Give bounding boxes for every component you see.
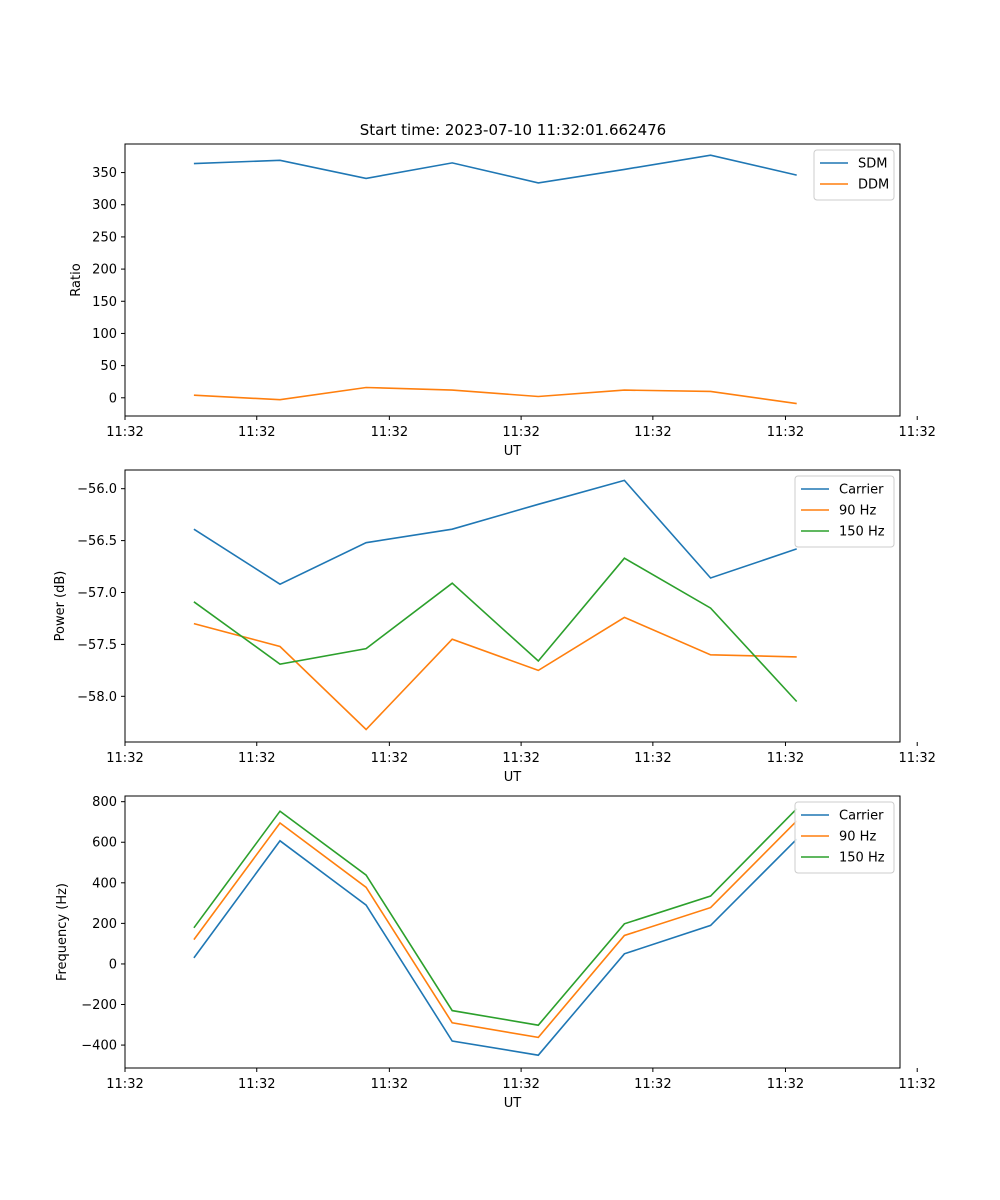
legend-box [794,801,895,874]
y-tick-label: 400 [92,876,117,891]
x-tick-label: 11:32 [634,751,671,766]
x-tick-label: 11:32 [502,751,539,766]
x-tick-label: 11:32 [767,751,804,766]
legend-label: DDM [858,178,889,193]
x-axis-label: UT [504,444,522,459]
series-line-carrier [193,479,797,586]
x-tick-label: 11:32 [106,1077,143,1092]
y-tick-label: 200 [92,263,117,278]
series-line-90-hz [193,616,797,731]
series-line-150-hz [193,557,798,703]
y-axis-label: Frequency (Hz) [55,883,70,981]
figure-title: Start time: 2023-07-10 11:32:01.662476 [360,121,666,139]
panel-ratio: 11:32 11:32 11:32 11:32 11:32 11:32 11:32 0 50 10… [69,143,936,459]
legend-label: 90 Hz [839,504,876,519]
x-tick-label: 11:32 [106,751,143,766]
x-tick-label: 11:32 [502,1077,539,1092]
series-line-ddm [193,386,797,405]
x-tick-label: 11:32 [106,425,143,440]
y-tick-label: 200 [92,917,117,932]
legend-label: Carrier [839,809,884,824]
legend-label: 150 Hz [839,851,885,866]
legend-label: Carrier [839,483,884,498]
x-tick-label: 11:32 [371,751,408,766]
x-tick-label: 11:32 [502,425,539,440]
axes-frame [124,795,901,1069]
y-tick-label: 300 [92,198,117,213]
y-tick-label: −200 [81,998,117,1013]
y-tick-label: −57.5 [77,638,117,653]
y-tick-label: −57.0 [77,586,117,601]
x-tick-label: 11:32 [371,425,408,440]
x-tick-label: 11:32 [767,1077,804,1092]
x-tick-label: 11:32 [371,1077,408,1092]
x-tick-label: 11:32 [238,1077,275,1092]
y-tick-label: 50 [100,359,117,374]
series-line-90-hz [193,820,798,1039]
y-tick-label: 350 [92,166,117,181]
y-tick-label: 250 [92,230,117,245]
legend-box [794,475,895,548]
x-tick-label: 11:32 [898,751,935,766]
axes-frame [124,143,901,417]
x-tick-label: 11:32 [238,425,275,440]
legend-label: 90 Hz [839,830,876,845]
legend-label: 150 Hz [839,525,885,540]
series-line-150-hz [193,808,798,1027]
y-axis-label: Power (dB) [53,571,68,642]
x-tick-label: 11:32 [238,751,275,766]
y-tick-label: −56.5 [77,534,117,549]
x-axis-label: UT [504,770,522,785]
x-tick-label: 11:32 [898,1077,935,1092]
x-tick-label: 11:32 [898,425,935,440]
legend-label: SDM [858,157,887,172]
y-tick-label: 800 [92,795,117,810]
x-tick-label: 11:32 [634,1077,671,1092]
panel-power: 11:32 11:32 11:32 11:32 11:32 11:32 11:32 −58.0… [53,469,936,785]
y-tick-label: 0 [109,391,117,406]
panel-frequency: 11:32 11:32 11:32 11:32 11:32 11:32 11:32 −400 −… [55,795,936,1111]
x-tick-label: 11:32 [634,425,671,440]
y-tick-label: 0 [109,957,117,972]
x-axis-label: UT [504,1096,522,1111]
y-tick-label: −58.0 [77,690,117,705]
axes-frame [124,469,901,743]
y-tick-label: 150 [92,295,117,310]
y-tick-label: −56.0 [77,482,117,497]
series-line-carrier [193,838,798,1057]
x-tick-label: 11:32 [767,425,804,440]
y-tick-label: 600 [92,836,117,851]
y-tick-label: 100 [92,327,117,342]
series-line-sdm [193,154,797,184]
y-tick-label: −400 [81,1039,117,1054]
y-axis-label: Ratio [69,263,84,296]
